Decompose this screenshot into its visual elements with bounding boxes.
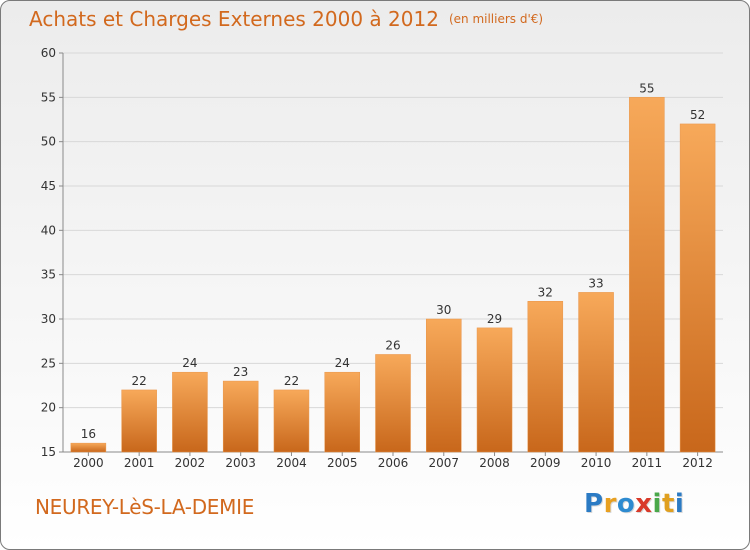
x-tick-label-2008: 2008: [479, 456, 510, 470]
data-label-2009: 32: [538, 285, 553, 299]
x-tick-label-2010: 2010: [581, 456, 612, 470]
x-tick-label-2009: 2009: [530, 456, 561, 470]
y-tick-label: 20: [41, 401, 56, 415]
bar-2011: [629, 97, 665, 453]
x-tick-label-2000: 2000: [73, 456, 104, 470]
data-label-2006: 26: [385, 338, 400, 352]
y-tick-label: 50: [41, 135, 56, 149]
bar-2012: [679, 123, 716, 453]
chart-subtitle: (en milliers d'€): [448, 12, 544, 26]
data-label-2001: 22: [132, 374, 147, 388]
logo-letter: t: [661, 489, 675, 519]
data-label-2011: 55: [639, 81, 654, 95]
y-tick-label: 25: [41, 356, 56, 370]
y-tick-label: 55: [41, 90, 56, 104]
x-tick-label-2005: 2005: [327, 456, 358, 470]
bar-2008: [476, 327, 513, 453]
y-tick-label: 30: [41, 312, 56, 326]
y-tick-label: 15: [41, 445, 56, 459]
y-tick-label: 35: [41, 268, 56, 282]
data-label-2012: 52: [690, 108, 705, 122]
proxiti-logo: Proxiti: [584, 489, 684, 519]
bars: [70, 97, 716, 453]
bar-2002: [172, 371, 208, 453]
data-label-2003: 23: [233, 365, 248, 379]
logo-letter: o: [616, 489, 636, 519]
x-tick-label-2004: 2004: [276, 456, 307, 470]
logo-letter: i: [652, 489, 662, 519]
logo-letter: i: [674, 489, 685, 519]
bar-2007: [426, 318, 462, 453]
data-label-2008: 29: [487, 312, 502, 326]
x-tick-label-2001: 2001: [124, 456, 155, 470]
bar-2006: [375, 354, 411, 453]
x-tick-label-2002: 2002: [175, 456, 206, 470]
data-label-2004: 22: [284, 374, 299, 388]
data-label-2005: 24: [335, 356, 350, 370]
y-tick-label: 60: [41, 46, 56, 60]
bar-2005: [324, 371, 360, 453]
x-tick-label-2011: 2011: [632, 456, 663, 470]
y-tick-label: 40: [41, 223, 56, 237]
town-name: NEUREY-LèS-LA-DEMIE: [35, 495, 255, 519]
labels: 16 2000 22 2001 24 2002 23 2003 22 2004 24 2005 26 20…: [73, 81, 713, 470]
chart-title-text: Achats et Charges Externes 2000 à 2012: [29, 7, 439, 31]
logo-letter: r: [603, 489, 617, 519]
x-tick-label-2012: 2012: [682, 456, 713, 470]
logo-letter: P: [584, 489, 604, 519]
data-label-2000: 16: [81, 427, 96, 441]
bar-2000: [70, 442, 107, 453]
chart-title: Achats et Charges Externes 2000 à 2012 (e…: [29, 7, 543, 31]
data-label-2010: 33: [588, 276, 603, 290]
bar-2004: [273, 389, 310, 453]
bar-2001: [121, 389, 157, 453]
bar-2010: [578, 292, 614, 453]
data-label-2007: 30: [436, 303, 451, 317]
x-tick-label-2007: 2007: [428, 456, 459, 470]
x-tick-label-2003: 2003: [225, 456, 256, 470]
data-label-2002: 24: [182, 356, 197, 370]
bar-2009: [527, 301, 564, 453]
logo-letter: x: [635, 489, 653, 519]
y-tick-label: 45: [41, 179, 56, 193]
bar-2003: [222, 380, 259, 453]
x-tick-label-2006: 2006: [378, 456, 409, 470]
